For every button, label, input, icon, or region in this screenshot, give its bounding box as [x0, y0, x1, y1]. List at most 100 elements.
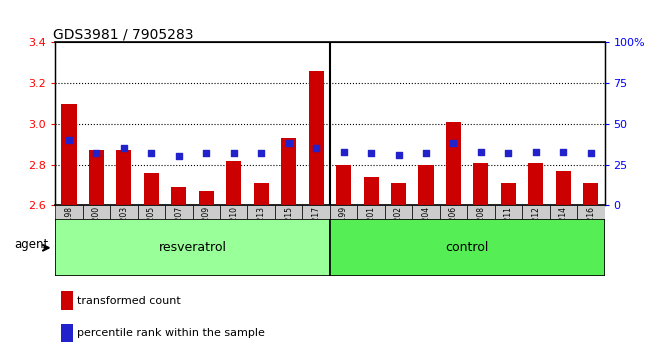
Bar — [60, 291, 73, 310]
Bar — [138, 42, 165, 205]
Text: GSM801207: GSM801207 — [174, 206, 183, 252]
Bar — [165, 42, 192, 205]
Bar — [62, 103, 77, 205]
Text: GSM801211: GSM801211 — [504, 206, 513, 252]
Bar — [281, 138, 296, 205]
Point — [393, 152, 404, 158]
Bar — [309, 71, 324, 205]
Bar — [302, 42, 330, 205]
Bar — [302, 205, 330, 219]
Bar — [111, 42, 138, 205]
Point — [91, 150, 101, 156]
Bar — [363, 177, 378, 205]
Bar — [254, 183, 268, 205]
Bar — [446, 122, 461, 205]
Bar — [192, 205, 220, 219]
Bar — [138, 205, 165, 219]
Bar — [473, 162, 488, 205]
Text: GSM801212: GSM801212 — [531, 206, 540, 252]
Bar — [495, 42, 522, 205]
Bar — [385, 42, 412, 205]
Point — [311, 145, 321, 151]
Point — [64, 137, 74, 143]
Bar — [550, 205, 577, 219]
Bar — [577, 205, 605, 219]
Text: GSM801216: GSM801216 — [586, 206, 595, 252]
Text: GDS3981 / 7905283: GDS3981 / 7905283 — [53, 27, 193, 41]
Point — [366, 150, 376, 156]
Bar — [89, 150, 104, 205]
Bar — [528, 162, 543, 205]
Bar — [330, 219, 604, 276]
Bar — [55, 219, 330, 276]
Bar — [501, 183, 516, 205]
Bar — [116, 150, 131, 205]
Bar — [467, 42, 495, 205]
Bar — [577, 42, 605, 205]
Bar — [385, 205, 412, 219]
Bar — [495, 205, 522, 219]
Text: GSM801199: GSM801199 — [339, 206, 348, 252]
Bar — [412, 205, 439, 219]
Text: GSM801206: GSM801206 — [449, 206, 458, 252]
Text: GSM801198: GSM801198 — [64, 206, 73, 252]
Text: GSM801210: GSM801210 — [229, 206, 239, 252]
Point — [201, 150, 211, 156]
Text: GSM801205: GSM801205 — [147, 206, 156, 252]
Bar — [330, 205, 358, 219]
Bar — [467, 205, 495, 219]
Bar — [199, 191, 214, 205]
Bar — [248, 42, 275, 205]
Point — [476, 149, 486, 154]
Bar — [60, 324, 73, 342]
Point — [530, 149, 541, 154]
Bar — [419, 165, 434, 205]
Point — [558, 149, 569, 154]
Text: GSM801201: GSM801201 — [367, 206, 376, 252]
Bar — [248, 205, 275, 219]
Bar — [556, 171, 571, 205]
Text: GSM801217: GSM801217 — [311, 206, 320, 252]
Bar — [583, 183, 598, 205]
Point — [174, 154, 184, 159]
Point — [448, 141, 459, 146]
Bar — [522, 205, 550, 219]
Text: agent: agent — [14, 239, 48, 251]
Point — [421, 150, 431, 156]
Text: GSM801200: GSM801200 — [92, 206, 101, 252]
Bar — [522, 42, 550, 205]
Text: resveratrol: resveratrol — [159, 241, 227, 254]
Bar — [336, 165, 351, 205]
Text: transformed count: transformed count — [77, 296, 181, 306]
Bar — [275, 205, 302, 219]
Bar — [550, 42, 577, 205]
Bar — [111, 205, 138, 219]
Bar — [83, 205, 110, 219]
Point — [229, 150, 239, 156]
Point — [119, 145, 129, 151]
Bar — [439, 205, 467, 219]
Bar — [391, 183, 406, 205]
Bar — [55, 42, 83, 205]
Bar — [144, 173, 159, 205]
Text: GSM801208: GSM801208 — [476, 206, 486, 252]
Point — [146, 150, 157, 156]
Text: percentile rank within the sample: percentile rank within the sample — [77, 328, 265, 338]
Point — [503, 150, 514, 156]
Bar — [165, 205, 192, 219]
Bar — [172, 187, 187, 205]
Text: GSM801214: GSM801214 — [559, 206, 568, 252]
Bar — [358, 42, 385, 205]
Text: GSM801204: GSM801204 — [421, 206, 430, 252]
Text: GSM801202: GSM801202 — [394, 206, 403, 252]
Point — [256, 150, 266, 156]
Point — [586, 150, 596, 156]
Point — [283, 141, 294, 146]
Bar — [220, 42, 248, 205]
Text: control: control — [445, 241, 489, 254]
Text: GSM801209: GSM801209 — [202, 206, 211, 252]
Point — [339, 149, 349, 154]
Bar — [192, 42, 220, 205]
Bar — [226, 161, 241, 205]
Bar — [330, 42, 358, 205]
